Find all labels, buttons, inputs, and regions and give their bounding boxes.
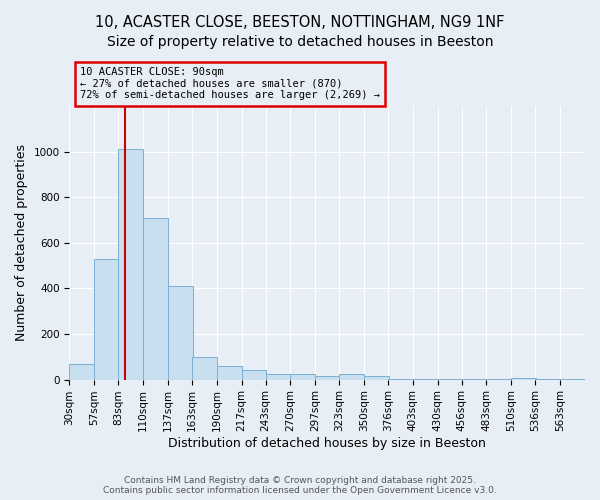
Y-axis label: Number of detached properties: Number of detached properties	[15, 144, 28, 341]
Text: 10, ACASTER CLOSE, BEESTON, NOTTINGHAM, NG9 1NF: 10, ACASTER CLOSE, BEESTON, NOTTINGHAM, …	[95, 15, 505, 30]
Bar	[242, 370, 266, 380]
Bar	[388, 379, 413, 380]
Bar	[217, 366, 242, 380]
Bar	[461, 379, 487, 380]
Bar	[143, 218, 168, 380]
Bar	[364, 376, 389, 380]
Bar	[290, 374, 315, 380]
Text: Contains HM Land Registry data © Crown copyright and database right 2025.
Contai: Contains HM Land Registry data © Crown c…	[103, 476, 497, 495]
Bar	[339, 374, 364, 380]
Bar	[413, 379, 437, 380]
Bar	[94, 258, 119, 380]
X-axis label: Distribution of detached houses by size in Beeston: Distribution of detached houses by size …	[168, 437, 486, 450]
Bar	[118, 149, 143, 380]
Bar	[437, 379, 463, 380]
Bar	[70, 364, 94, 380]
Bar	[511, 378, 536, 380]
Bar	[266, 374, 290, 380]
Bar	[315, 376, 340, 380]
Bar	[192, 357, 217, 380]
Bar	[168, 286, 193, 380]
Text: Size of property relative to detached houses in Beeston: Size of property relative to detached ho…	[107, 35, 493, 49]
Text: 10 ACASTER CLOSE: 90sqm
← 27% of detached houses are smaller (870)
72% of semi-d: 10 ACASTER CLOSE: 90sqm ← 27% of detache…	[80, 67, 380, 100]
